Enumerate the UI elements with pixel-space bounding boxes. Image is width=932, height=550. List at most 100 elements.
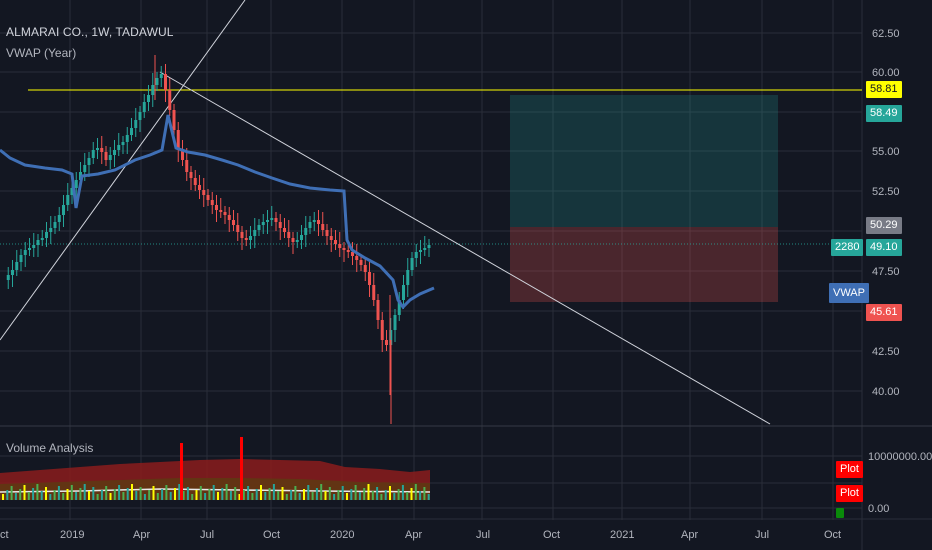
candle-body (261, 222, 265, 225)
volume-bar (126, 488, 129, 500)
target-price-tag: 58.49 (866, 105, 902, 122)
volume-bar (199, 486, 202, 500)
volume-bar (100, 490, 103, 500)
candle-body (83, 165, 87, 172)
volume-bar (234, 487, 237, 500)
candle-body (15, 262, 19, 270)
candle-body (125, 135, 129, 142)
volume-bar (57, 486, 60, 500)
candle-body (414, 252, 418, 258)
price-axis[interactable]: 62.50 60.00 55.00 52.50 47.50 42.50 40.0… (872, 28, 900, 398)
candle-body (23, 250, 27, 255)
candle-body (176, 130, 180, 150)
falling-trendline[interactable] (159, 71, 771, 425)
volume-bar (217, 492, 219, 500)
volume-bar (225, 484, 228, 500)
volume-bar (156, 493, 159, 500)
volume-bar (169, 492, 172, 500)
volume-bar (53, 490, 56, 500)
volume-bar (212, 485, 215, 500)
position-entry-price-tag: 50.29 (866, 217, 902, 234)
horizontal-line-price-tag: 58.81 (866, 81, 902, 98)
candle-body (308, 222, 312, 228)
long-position-profit-zone[interactable] (510, 95, 778, 227)
volume-axis[interactable]: 10000000.00 0.00 (868, 451, 932, 515)
volume-bar (341, 486, 344, 500)
candle-body (406, 270, 410, 285)
candle-body (419, 250, 422, 252)
candle-body (172, 110, 176, 130)
volume-spike-bar (180, 443, 183, 500)
price-tick: 55.00 (872, 146, 900, 158)
volume-bars (2, 437, 430, 500)
volume-bar (139, 487, 142, 500)
candle-body (346, 250, 350, 252)
candle-body (304, 228, 308, 235)
volume-bar (247, 486, 250, 500)
volume-bar (311, 492, 314, 500)
long-position-loss-zone[interactable] (510, 227, 778, 302)
volume-bar (2, 494, 4, 500)
volume-bar (208, 489, 211, 500)
time-tick: 2019 (60, 529, 84, 541)
volume-bar (397, 489, 400, 500)
volume-spike-bar (240, 437, 243, 500)
candle-body (57, 215, 61, 222)
candle-body (232, 220, 235, 225)
candle-body (121, 142, 125, 145)
volume-bar (191, 494, 194, 500)
candle-body (270, 218, 274, 220)
volume-count-tag: 2280 (831, 239, 864, 256)
volume-bar (143, 494, 146, 500)
volume-indicator-legend[interactable]: Volume Analysis (6, 441, 94, 455)
volume-bar (363, 488, 366, 500)
candle-body (321, 224, 325, 230)
plot-tag-green (836, 508, 844, 518)
volume-bar (92, 487, 95, 500)
candle-body (189, 172, 193, 178)
time-tick: Apr (133, 529, 150, 541)
volume-bar (427, 494, 430, 500)
volume-bar (148, 490, 151, 500)
candle-body (334, 240, 337, 244)
time-tick: Jul (476, 529, 490, 541)
volume-bar (419, 491, 422, 500)
symbol-title[interactable]: ALMARAI CO., 1W, TADAWUL (6, 25, 174, 39)
price-tick: 60.00 (872, 67, 900, 79)
volume-bar (264, 492, 267, 500)
candle-body (130, 128, 133, 135)
candle-body (164, 74, 167, 90)
candle-body (291, 238, 295, 242)
time-tick: Jul (755, 529, 769, 541)
candle-body (253, 230, 257, 236)
volume-tick: 10000000.00 (868, 451, 932, 463)
candle-body (210, 200, 214, 205)
candle-body (278, 222, 282, 228)
time-tick: Jul (200, 529, 214, 541)
time-tick: Oct (263, 529, 280, 541)
volume-bar (354, 485, 357, 500)
volume-bar (27, 492, 30, 500)
volume-bar (195, 490, 198, 500)
candle-body (19, 255, 23, 262)
indicator-legend[interactable]: VWAP (Year) (6, 46, 77, 60)
price-tick: 52.50 (872, 186, 900, 198)
rising-trendline[interactable] (0, 0, 246, 341)
volume-bar (285, 494, 288, 500)
time-tick: Apr (681, 529, 698, 541)
candle-body (70, 188, 74, 195)
volume-bar (414, 484, 417, 500)
volume-bar (389, 486, 391, 500)
candle-body (402, 285, 405, 300)
candle-body (66, 195, 70, 205)
plot-tag: Plot (836, 485, 863, 502)
volume-bar (376, 487, 379, 500)
volume-bar (178, 484, 181, 500)
volume-bar (131, 484, 133, 500)
candle-body (108, 155, 112, 160)
volume-bar (401, 485, 404, 500)
time-tick: 2020 (330, 529, 354, 541)
volume-bar (105, 486, 108, 500)
time-axis[interactable]: ct 2019 Apr Jul Oct 2020 Apr Jul Oct 202… (0, 529, 841, 541)
